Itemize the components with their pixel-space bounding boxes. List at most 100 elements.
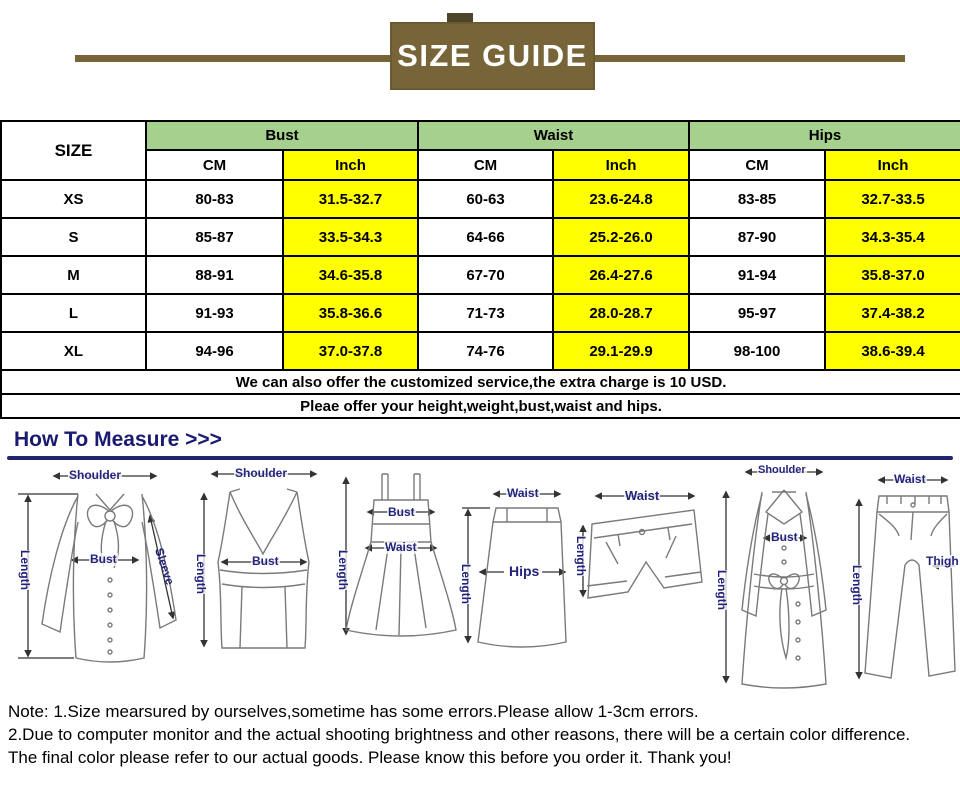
hips-cm-value: 83-85 (688, 179, 827, 219)
shorts-diagram: Waist Length (573, 484, 713, 649)
size-column-header: SIZE (0, 120, 147, 181)
coat-length-label: Length (714, 570, 730, 610)
how-to-measure-divider (7, 456, 953, 460)
bust-cm-value: 91-93 (145, 293, 284, 333)
waist-cm-header: CM (417, 149, 554, 181)
hips-inch-value: 37.4-38.2 (824, 293, 960, 333)
pants-length-label: Length (849, 565, 865, 605)
tank-bust-label: Bust (251, 554, 280, 569)
skirt-hips-label: Hips (508, 563, 541, 580)
size-guide-banner: SIZE GUIDE (390, 22, 595, 90)
measurements-request-note: Pleae offer your height,weight,bust,wais… (0, 393, 960, 419)
bottom-notes: Note: 1.Size mearsured by ourselves,some… (0, 694, 960, 769)
blouse-diagram: Shoulder Length Bust Sleeve (16, 462, 191, 687)
bust-inch-value: 33.5-34.3 (282, 217, 419, 257)
table-group-header-row: SIZE Bust Waist Hips (0, 120, 960, 181)
hips-cm-value: 95-97 (688, 293, 827, 333)
shorts-length-label: Length (573, 536, 589, 576)
hips-inch-value: 32.7-33.5 (824, 179, 960, 219)
waist-inch-value: 23.6-24.8 (551, 179, 691, 219)
bust-cm-header: CM (145, 149, 284, 181)
pants-illustration (855, 476, 960, 680)
hips-inch-value: 38.6-39.4 (824, 331, 960, 371)
skirt-diagram: Waist Length Hips (458, 484, 582, 669)
coat-diagram: Shoulder Length Bust (706, 462, 856, 694)
size-table: SIZE Bust Waist Hips CM Inch CM Inch CM … (0, 120, 960, 419)
table-unit-header-row: CM Inch CM Inch CM Inch (1, 149, 960, 181)
hips-inch-value: 34.3-35.4 (824, 217, 960, 257)
pants-thigh-label: Thigh (925, 554, 960, 569)
dress-illustration (342, 468, 463, 683)
dress-diagram: Length Bust Waist (335, 468, 463, 683)
waist-inch-value: 26.4-27.6 (551, 255, 691, 295)
table-row-l: L 91-93 35.8-36.6 71-73 28.0-28.7 95-97 … (0, 293, 960, 333)
waist-cm-value: 71-73 (417, 293, 554, 333)
bust-inch-value: 31.5-32.7 (282, 179, 419, 219)
size-label: L (0, 293, 147, 333)
shorts-illustration (579, 492, 713, 649)
waist-cm-value: 60-63 (417, 179, 554, 219)
skirt-waist-label: Waist (506, 486, 540, 501)
tank-length-label: Length (193, 554, 209, 594)
hips-cm-value: 87-90 (688, 217, 827, 257)
size-label: XS (0, 179, 147, 219)
dress-length-label: Length (335, 550, 351, 590)
tank-top-illustration (200, 470, 318, 677)
banner-section: SIZE GUIDE (0, 0, 960, 120)
note-line-3: The final color please refer to our actu… (8, 748, 732, 767)
hips-cm-header: CM (688, 149, 827, 181)
waist-inch-value: 25.2-26.0 (551, 217, 691, 257)
hips-inch-value: 35.8-37.0 (824, 255, 960, 295)
size-label: M (0, 255, 147, 295)
hips-group-header: Hips (688, 120, 960, 151)
bust-cm-value: 94-96 (145, 331, 284, 371)
bust-cm-value: 80-83 (145, 179, 284, 219)
coat-bust-label: Bust (770, 530, 799, 545)
skirt-length-label: Length (458, 564, 474, 604)
measure-diagrams: Shoulder Length Bust Sleeve (0, 462, 960, 694)
custom-service-note: We can also offer the customized service… (0, 369, 960, 395)
bust-inch-value: 35.8-36.6 (282, 293, 419, 333)
hips-cm-value: 98-100 (688, 331, 827, 371)
measurements-request-row: Pleae offer your height,weight,bust,wais… (0, 393, 960, 419)
pants-diagram: Waist Length Thigh (849, 470, 960, 694)
dress-waist-label: Waist (384, 540, 418, 555)
table-row-m: M 88-91 34.6-35.8 67-70 26.4-27.6 91-94 … (0, 255, 960, 295)
note-line-1: Note: 1.Size mearsured by ourselves,some… (8, 702, 699, 721)
size-label: XL (0, 331, 147, 371)
custom-service-note-row: We can also offer the customized service… (0, 369, 960, 395)
how-to-measure-title: How To Measure >>> (14, 428, 222, 451)
page-title: SIZE GUIDE (397, 38, 588, 73)
bust-group-header: Bust (145, 120, 419, 151)
blouse-shoulder-label: Shoulder (68, 468, 123, 483)
hips-inch-header: Inch (824, 149, 960, 181)
table-row-xl: XL 94-96 37.0-37.8 74-76 29.1-29.9 98-10… (0, 331, 960, 371)
banner-decoration (447, 13, 473, 23)
pants-waist-label: Waist (893, 472, 927, 487)
waist-cm-value: 74-76 (417, 331, 554, 371)
bust-cm-value: 85-87 (145, 217, 284, 257)
bust-inch-header: Inch (282, 149, 419, 181)
coat-shoulder-label: Shoulder (757, 464, 807, 477)
note-line-2: 2.Due to computer monitor and the actual… (8, 725, 911, 744)
waist-cm-value: 64-66 (417, 217, 554, 257)
table-row-xs: XS 80-83 31.5-32.7 60-63 23.6-24.8 83-85… (0, 179, 960, 219)
blouse-bust-label: Bust (89, 552, 118, 567)
waist-inch-value: 29.1-29.9 (551, 331, 691, 371)
bust-cm-value: 88-91 (145, 255, 284, 295)
blouse-length-label: Length (17, 550, 33, 590)
tank-shoulder-label: Shoulder (234, 466, 289, 481)
shorts-waist-label: Waist (624, 488, 661, 504)
waist-cm-value: 67-70 (417, 255, 554, 295)
dress-bust-label: Bust (387, 505, 416, 520)
waist-group-header: Waist (416, 120, 691, 151)
waist-inch-value: 28.0-28.7 (551, 293, 691, 333)
bust-inch-value: 34.6-35.8 (282, 255, 419, 295)
hips-cm-value: 91-94 (688, 255, 827, 295)
tank-top-diagram: Shoulder Length Bust (193, 462, 331, 677)
waist-inch-header: Inch (551, 149, 691, 181)
bust-inch-value: 37.0-37.8 (282, 331, 419, 371)
size-label: S (0, 217, 147, 257)
table-row-s: S 85-87 33.5-34.3 64-66 25.2-26.0 87-90 … (0, 217, 960, 257)
